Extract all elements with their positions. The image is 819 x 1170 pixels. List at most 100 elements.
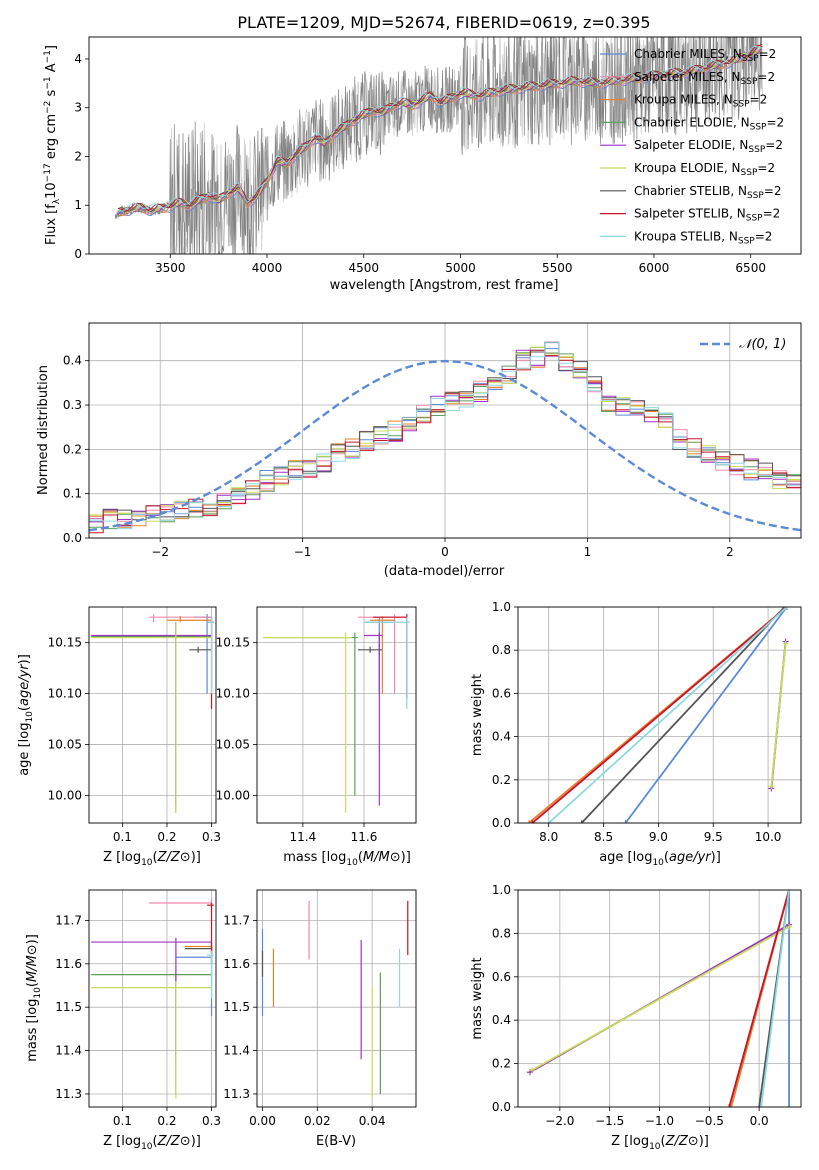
y-tick-label: 0.1 xyxy=(63,487,82,501)
weight-marker-kroupa-miles xyxy=(525,820,532,823)
panel-age-vs-Z: 0.1 0.2 0.3 10.00 10.05 10.10 10.15 Z [log10(Z/… xyxy=(17,606,221,868)
y-tick-label: 0.2 xyxy=(492,773,511,787)
x-axis-label: age [log10(age/yr)] xyxy=(599,850,721,868)
panel-mass-weight-vs-age: 8.0 8.5 9.0 9.5 10.0 0.0 0.2 0.4 0.6 0.8 1.0 mass w… xyxy=(470,600,802,868)
x-tick-label: 3500 xyxy=(155,261,186,275)
x-tick-label: 8.0 xyxy=(539,830,558,844)
legend-label-chabrier-elodie: Chabrier ELODIE, NSSP=2 xyxy=(634,115,784,132)
x-tick-label: 0.00 xyxy=(249,1114,276,1128)
weight-marker-kroupa-stelib xyxy=(758,1104,765,1107)
y-tick-label: 11.4 xyxy=(223,1044,250,1058)
legend-label-salpeter-elodie: Salpeter ELODIE, NSSP=2 xyxy=(634,138,783,155)
panel-spectrum: 3500 4000 4500 5000 5500 6000 6500 0 1 2 3 4 Chabrie… xyxy=(43,36,802,293)
axes-frame xyxy=(88,36,802,255)
x-tick-label: 6500 xyxy=(735,261,766,275)
plot-area xyxy=(91,898,214,1099)
y-tick-label: 11.6 xyxy=(55,957,82,971)
y-tick-label: 11.6 xyxy=(223,957,250,971)
model-line-chabrier-stelib xyxy=(117,44,763,212)
legend: Chabrier MILES, NSSP=2 Salpeter MILES, NS… xyxy=(600,47,784,246)
x-tick-label: 2 xyxy=(726,545,734,559)
x-tick-label: 0.02 xyxy=(304,1114,331,1128)
weight-line-kroupa-stelib xyxy=(548,607,788,823)
axes-frame xyxy=(88,889,217,1108)
weight-marker-chabrier-stelib xyxy=(756,1104,763,1107)
x-axis-label: Z [log10(Z/Z⊙)] xyxy=(103,850,201,868)
weight-marker-chabrier-stelib xyxy=(578,820,585,823)
x-axis-label: mass [log10(M/M⊙)] xyxy=(283,850,411,868)
panel-mass-weight-vs-Z: −2.0 −1.5 −1.0 −0.5 0.0 0.0 0.2 0.4 0.6 0.8 1.0 mas… xyxy=(470,883,802,1152)
hist-kroupa-miles xyxy=(89,352,801,528)
hist-kroupa-stelib xyxy=(89,341,801,530)
y-tick-label: 0.8 xyxy=(492,926,511,940)
y-axis-label: Flux [fλ10−17 erg cm−2 s−1 A−1] xyxy=(43,45,62,245)
y-tick-label: 11.5 xyxy=(55,1000,82,1014)
panel-mass-vs-EBV: 0.00 0.02 0.04 11.3 11.4 11.5 11.6 11.7 E(B-V) xyxy=(223,889,417,1149)
y-tick-label: 0.8 xyxy=(492,643,511,657)
weight-marker-salpeter-stelib xyxy=(529,820,536,823)
panel-age-vs-mass: 11.4 11.6 10.00 10.05 10.10 10.15 mass [log10(… xyxy=(216,606,417,868)
x-tick-label: 0.04 xyxy=(359,1114,386,1128)
legend-label-kroupa-elodie: Kroupa ELODIE, NSSP=2 xyxy=(634,161,775,178)
hist-salpeter-miles xyxy=(89,341,801,522)
x-tick-label: 0.2 xyxy=(157,830,176,844)
y-tick-label: 2 xyxy=(74,149,82,163)
x-tick-label: −2 xyxy=(151,545,169,559)
weight-marker-chabrier-miles xyxy=(622,820,629,823)
x-tick-label: 5000 xyxy=(445,261,476,275)
x-tick-label: 4000 xyxy=(252,261,283,275)
x-tick-label: 11.6 xyxy=(351,830,378,844)
x-tick-label: 0 xyxy=(441,545,449,559)
y-tick-label: 0.4 xyxy=(63,354,82,368)
y-tick-label: 11.3 xyxy=(55,1087,82,1101)
model-line-salpeter-stelib xyxy=(117,45,763,212)
panel-mass-vs-Z: 0.1 0.2 0.3 11.3 11.4 11.5 11.6 11.7 Z [log10(Z/… xyxy=(25,889,221,1152)
x-tick-label: −1.5 xyxy=(595,1114,624,1128)
legend-label-salpeter-stelib: Salpeter STELIB, NSSP=2 xyxy=(634,207,780,224)
y-axis-label: age [log10(age/yr)] xyxy=(17,654,35,776)
weight-line-chabrier-miles xyxy=(624,607,788,823)
y-tick-label: 10.10 xyxy=(216,687,250,701)
y-tick-label: 0.3 xyxy=(63,398,82,412)
x-tick-label: 0.3 xyxy=(202,830,221,844)
weight-marker-kroupa-stelib xyxy=(783,607,790,610)
x-tick-label: 0.2 xyxy=(157,1114,176,1128)
legend-label-chabrier-miles: Chabrier MILES, NSSP=2 xyxy=(634,47,776,64)
x-axis-label: Z [log10(Z/Z⊙)] xyxy=(103,1134,201,1152)
hist-salpeter-stelib xyxy=(89,349,801,534)
weight-line-kroupa-stelib xyxy=(760,890,790,1107)
weight-marker-kroupa-stelib xyxy=(545,820,552,823)
x-tick-label: −1.0 xyxy=(645,1114,674,1128)
weight-marker-kroupa-elodie xyxy=(782,640,789,647)
y-tick-label: 0.6 xyxy=(492,970,511,984)
x-tick-label: 0.3 xyxy=(202,1114,221,1128)
y-tick-label: 11.4 xyxy=(55,1044,82,1058)
axes-frame xyxy=(88,322,802,539)
y-tick-label: 10.05 xyxy=(216,738,250,752)
hist-salpeter-elodie xyxy=(89,349,801,523)
y-tick-label: 11.7 xyxy=(55,913,82,927)
y-tick-label: 10.10 xyxy=(48,687,82,701)
weight-marker-kroupa-elodie xyxy=(528,1067,535,1074)
y-tick-label: 10.15 xyxy=(48,636,82,650)
legend-label-kroupa-stelib: Kroupa STELIB, NSSP=2 xyxy=(634,229,772,246)
x-tick-label: 0.0 xyxy=(750,1114,769,1128)
x-tick-label: 0.1 xyxy=(113,1114,132,1128)
y-tick-label: 10.00 xyxy=(48,788,82,802)
legend-label-normal: 𝒩(0, 1) xyxy=(739,337,786,352)
weight-line-kroupa-elodie xyxy=(770,643,787,787)
legend-label-chabrier-stelib: Chabrier STELIB, NSSP=2 xyxy=(634,184,782,201)
y-tick-label: 0.0 xyxy=(63,531,82,545)
weight-line-salpeter-stelib xyxy=(531,607,788,823)
model-line-kroupa-stelib xyxy=(117,45,763,212)
x-tick-label: 6000 xyxy=(639,261,670,275)
weight-line-salpeter-stelib xyxy=(728,890,790,1107)
y-tick-label: 10.05 xyxy=(48,738,82,752)
y-tick-label: 0.0 xyxy=(492,816,511,830)
x-axis-label: (data-model)/error xyxy=(384,564,505,579)
plot-area xyxy=(114,37,763,254)
plot-area xyxy=(89,341,801,534)
axes-frame xyxy=(88,606,217,824)
hist-kroupa-elodie xyxy=(89,346,801,522)
